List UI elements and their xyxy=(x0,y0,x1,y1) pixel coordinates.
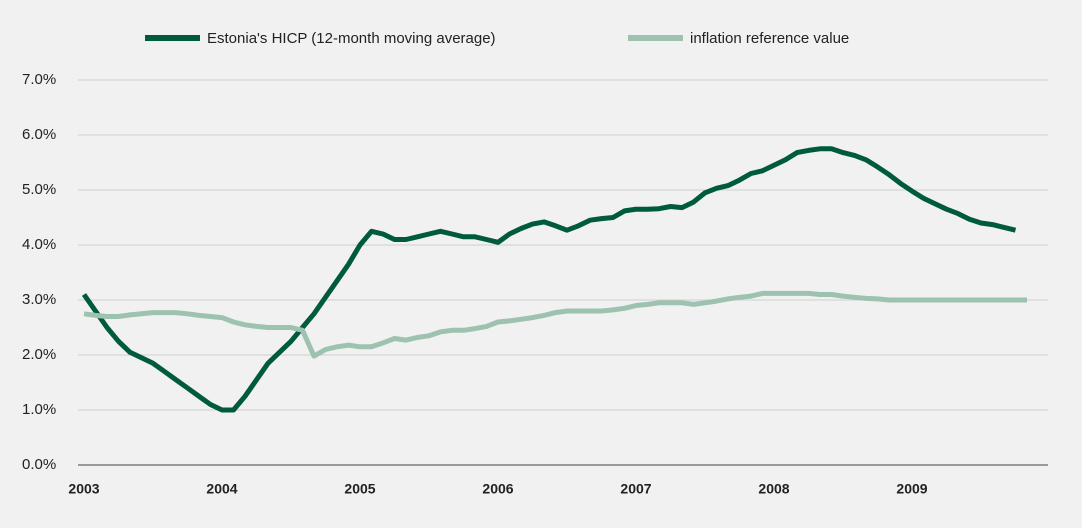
y-tick-label: 6.0% xyxy=(22,126,56,143)
x-tick-label: 2006 xyxy=(482,481,513,497)
series-line xyxy=(81,146,1017,413)
y-tick-label: 4.0% xyxy=(22,236,56,253)
y-tick-label: 0.0% xyxy=(22,456,56,473)
y-tick-label: 2.0% xyxy=(22,346,56,363)
y-tick-label: 7.0% xyxy=(22,71,56,88)
series-line xyxy=(83,290,1027,359)
x-tick-label: 2009 xyxy=(896,481,927,497)
x-tick-label: 2007 xyxy=(620,481,651,497)
x-tick-label: 2005 xyxy=(344,481,375,497)
x-tick-label: 2004 xyxy=(206,481,237,497)
legend-label: inflation reference value xyxy=(690,30,849,47)
y-tick-label: 5.0% xyxy=(22,181,56,198)
y-tick-label: 1.0% xyxy=(22,401,56,418)
x-tick-label: 2008 xyxy=(758,481,789,497)
y-tick-label: 3.0% xyxy=(22,291,56,308)
x-tick-label: 2003 xyxy=(68,481,99,497)
legend-label: Estonia's HICP (12-month moving average) xyxy=(207,30,496,47)
